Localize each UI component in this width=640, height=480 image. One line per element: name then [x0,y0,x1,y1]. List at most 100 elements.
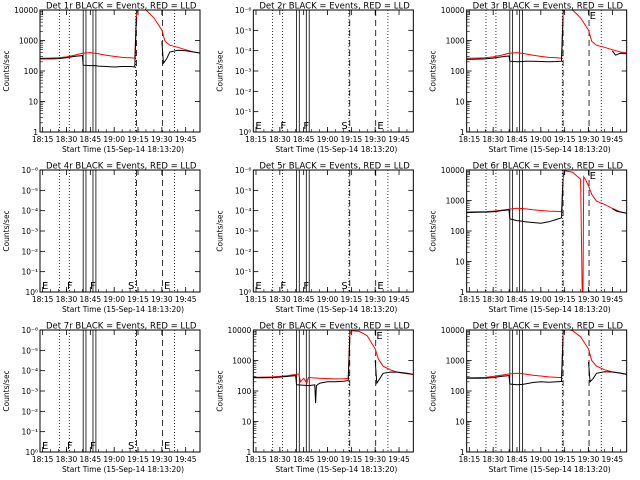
y-tick-label: 10⁻³ [235,227,252,236]
x-tick-label: 19:15 [341,135,363,144]
y-tick-label: 10000 [441,6,465,15]
lld-series-line [466,10,627,59]
x-axis-title: Start Time (15-Sep-14 18:13:20) [275,305,397,314]
y-tick-label: 10 [455,418,465,427]
panel-title: Det 6r BLACK = Events, RED = LLD [473,162,624,172]
y-tick-label: 10⁻⁴ [235,47,252,56]
y-tick-label: 100 [24,67,39,76]
panel-title: Det 5r BLACK = Events, RED = LLD [259,162,410,172]
events-series-line [466,336,564,386]
x-tick-label: 19:30 [578,455,600,464]
plot-frame [252,169,414,293]
x-tick-label: 19:15 [127,295,149,304]
x-tick-label: 18:30 [269,295,291,304]
events-series-line [40,16,137,68]
y-tick-label: 10⁻⁵ [21,346,38,355]
x-tick-label: 18:15 [245,295,267,304]
y-tick-label: 10 [455,258,465,267]
y-tick-label: 10⁻⁵ [21,186,38,195]
x-tick-label: 19:15 [127,455,149,464]
marker-label: F [280,121,286,132]
x-tick-label: 19:30 [151,135,173,144]
lld-series-line [466,170,627,292]
marker-label: E [164,281,170,292]
panel-title: Det 8r BLACK = Events, RED = LLD [259,322,410,332]
x-tick-label: 18:15 [32,455,54,464]
x-tick-label: 19:00 [530,295,552,304]
y-tick-label: 10⁻³ [21,387,38,396]
x-tick-label: 18:30 [269,455,291,464]
panel-title: Det 4r BLACK = Events, RED = LLD [46,162,197,172]
y-tick-label: 10⁻⁵ [235,26,252,35]
x-tick-label: 18:45 [506,295,528,304]
y-tick-label: 10⁻⁴ [21,367,38,376]
panel-5: Det 5r BLACK = Events, RED = LLD Counts/s… [215,162,414,314]
marker-label: E [590,11,596,22]
events-series-line [588,361,627,383]
x-axis-title: Start Time (15-Sep-14 18:13:20) [489,465,611,474]
y-tick-label: 10⁰ [25,288,38,297]
y-tick-label: 1000 [446,357,465,366]
marker-label: F [303,281,309,292]
x-tick-label: 18:30 [56,135,78,144]
y-tick-label: 1 [460,128,465,137]
x-tick-label: 19:30 [364,295,386,304]
x-tick-label: 19:45 [602,295,624,304]
plot-frame [252,9,414,133]
x-tick-label: 19:00 [530,455,552,464]
y-tick-label: 10000 [14,6,38,15]
y-tick-label: 1000 [446,37,465,46]
x-tick-label: 18:45 [80,135,102,144]
lld-series-line [466,330,627,379]
y-tick-label: 1 [247,448,252,457]
panel-title: Det 7r BLACK = Events, RED = LLD [46,322,197,332]
panel-title: Det 1r BLACK = Events, RED = LLD [46,2,197,12]
y-tick-label: 100 [237,387,252,396]
x-tick-label: 18:15 [245,135,267,144]
x-tick-label: 18:15 [458,455,480,464]
y-tick-label: 10⁻¹ [21,268,38,277]
x-tick-label: 19:30 [151,455,173,464]
panel-title: Det 3r BLACK = Events, RED = LLD [473,2,624,12]
x-tick-label: 19:30 [578,295,600,304]
x-tick-label: 18:30 [482,455,504,464]
x-tick-label: 18:45 [80,295,102,304]
x-tick-label: 19:30 [364,455,386,464]
panel-2: Det 2r BLACK = Events, RED = LLD Counts/s… [215,2,414,154]
y-tick-label: 10 [242,418,252,427]
y-tick-label: 1000 [19,37,38,46]
x-tick-label: 19:45 [175,295,197,304]
plot-frame [39,169,201,293]
x-tick-label: 18:15 [458,135,480,144]
x-tick-label: 19:45 [388,135,410,144]
y-axis-title: Counts/sec [429,370,438,411]
x-axis-title: Start Time (15-Sep-14 18:13:20) [275,465,397,474]
y-tick-label: 10⁰ [239,128,252,137]
y-tick-label: 1 [460,288,465,297]
x-axis-title: Start Time (15-Sep-14 18:13:20) [489,145,611,154]
x-tick-label: 19:45 [602,135,624,144]
y-tick-label: 10⁻¹ [21,428,38,437]
panel-8: Det 8r BLACK = Events, RED = LLD Counts/s… [215,322,414,474]
panel-6: Det 6r BLACK = Events, RED = LLD Counts/s… [429,162,628,314]
x-tick-label: 18:30 [269,135,291,144]
marker-label: E [377,281,383,292]
x-tick-label: 18:30 [56,295,78,304]
panel-7: Det 7r BLACK = Events, RED = LLD Counts/s… [2,322,201,474]
x-axis-title: Start Time (15-Sep-14 18:13:20) [62,465,184,474]
y-tick-label: 1000 [232,357,251,366]
y-tick-label: 10⁻³ [235,67,252,76]
x-tick-label: 19:00 [103,135,125,144]
lld-series-line [40,10,200,59]
y-tick-label: 10⁻² [21,247,38,256]
x-tick-label: 18:15 [32,135,54,144]
x-axis-title: Start Time (15-Sep-14 18:13:20) [62,145,184,154]
plot-frame [39,9,201,133]
y-axis-title: Counts/sec [2,50,11,91]
x-axis-title: Start Time (15-Sep-14 18:13:20) [62,305,184,314]
y-tick-label: 10⁻² [235,247,252,256]
y-tick-label: 10⁻⁶ [235,6,252,15]
x-tick-label: 18:45 [293,295,315,304]
marker-label: E [590,171,596,182]
y-axis-title: Counts/sec [429,210,438,251]
